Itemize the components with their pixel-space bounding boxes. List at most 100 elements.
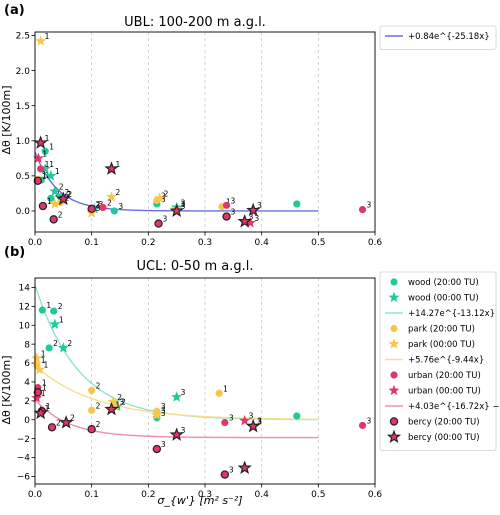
panel-a-point-label: 3 [99,200,104,209]
panel-b-point-label: 1 [46,402,51,411]
panel-b-point-label: 3 [161,409,166,418]
panel-a-data-point [56,191,71,206]
panel-b-point-label: 3 [161,406,166,415]
panel-a-data-point [39,163,51,174]
panel-a-data-point [358,205,367,214]
panel-a-point-label: 1 [45,32,50,41]
panel-a-data-point [99,203,107,212]
panel-b-point-label: 2 [96,381,101,390]
panel-a-label: (a) [4,3,25,18]
panel-a-point-label: 3 [257,201,262,210]
panel-a-data-point [154,192,166,203]
panel-a-xtick-label: 0.2 [141,238,155,248]
panel-b-data-point [59,415,74,429]
panel-b-data-point [220,470,230,479]
panel-b-data-point [237,460,252,474]
panel-b-series-0: 1 223 [38,301,301,422]
panel-a-xtick-label: 0.4 [255,238,270,248]
panel-b-data-point [31,392,43,403]
panel-b-ytick-label: −2 [17,435,30,445]
panel-a-data-point [33,176,43,185]
panel-b-point-label: 3 [257,416,262,425]
panel-a-series-7: 1 2 1 3 3 3 [33,134,262,228]
panel-b-legend-marker [386,429,402,444]
panel-b-data-point [169,427,184,441]
panel-a-data-point [32,152,44,163]
panel-b-data-point [239,414,251,426]
panel-b-data-point [45,344,53,352]
panel-b-legend-label: +14.27e^{-13.12x} [408,309,495,319]
panel-a-xtick-label: 0.3 [198,238,212,248]
panel-b-data-point [151,409,163,420]
panel-b-data-point [88,406,96,414]
panel-b-legend-label: bercy (00:00 TU) [408,433,480,443]
panel-b-ylabel: Δθ [K/100m] [0,356,13,425]
panel-b-ytick-label: 2 [24,397,30,407]
panel-b-point-label: 3 [257,417,262,426]
panel-b-xtick-label: 0.2 [141,490,155,500]
panel-b-ytick-label: −4 [17,454,31,464]
panel-a-data-point [33,135,48,149]
panel-a-legend-label: +0.84e^{-25.18x} [408,32,490,42]
panel-a-point-label: 3 [96,201,101,210]
panel-a-point-label: 1 [116,160,121,169]
panel-b-point-label: 2 [117,393,122,402]
panel-a-data-point [35,35,47,46]
panel-a-ytick-label: 1.0 [16,137,31,147]
panel-b-point-label: 1 [41,349,46,358]
panel-b-point-label: 3 [229,466,234,475]
panel-b-legend-label: +5.76e^{-9.44x} [408,356,484,366]
panel-b-point-label: 3 [229,414,234,423]
panel-a-point-label: 3 [231,208,236,217]
panel-b-legend-marker [390,278,398,286]
panel-b-point-label: 2 [121,398,126,407]
panel-a-data-point [45,170,57,181]
panel-a-ytick-label: 2.5 [16,32,30,42]
panel-a-axes-frame [34,31,376,233]
panel-a-data-point [37,165,45,173]
panel-b-legend-label: park (20:00 TU) [408,325,475,335]
panel-a-data-point [110,207,118,215]
panel-b-point-label: 3 [161,440,166,449]
panel-a-point-label: 2 [59,182,64,191]
panel-b-xtick-label: 0.4 [255,490,270,500]
panel-a-data-point [49,198,61,209]
panel-b-legend-marker [390,324,398,333]
panel-b-point-label: 1 [42,383,47,392]
panel-b-data-point [87,424,96,434]
panel-b-series-4: 1 3 3 [34,379,372,430]
panel-a-point-label: 3 [118,202,123,211]
panel-a-point-label: 2 [107,198,112,207]
panel-a-point-label: 1 [42,149,47,158]
panel-b-legend-marker [389,417,399,426]
panel-b-ytick-label: 0 [24,416,30,426]
panel-b-ytick-label: 4 [24,378,30,388]
panel-b-ytick-label: 6 [24,359,30,369]
panel-a-legend: +0.84e^{-25.18x} [379,25,497,50]
panel-a-point-label: 1 [45,134,50,143]
panel-b-point-label: 3 [119,398,124,407]
panel-a-data-point [41,147,49,155]
panel-a-data-point [106,191,117,202]
panel-b-xtick-label: 0.5 [311,490,325,500]
panel-b-ytick-label: 8 [24,340,30,350]
panel-a-point-label: 2 [116,188,121,197]
panel-b-data-point [49,318,61,329]
panel-b-data-point [171,391,183,402]
panel-a-point-label: 3 [367,201,372,210]
panel-a-data-point [38,201,48,211]
panel-a-data-point [47,194,55,202]
panel-b-data-point [50,307,58,315]
panel-a-plot-area: 0.0 0.1 0.2 0.3 0.4 0.5 0.6 0.0 0.5 1.0 1.5 2.0 2.5 1… [16,31,382,248]
panel-b-point-label: 2 [53,339,58,348]
panel-b-data-point [88,386,96,395]
panel-b-legend-label: urban (00:00 TU) [408,387,481,397]
panel-b-data-point [31,352,43,363]
panel-b-xtick-label: 0.0 [28,490,43,500]
panel-a-data-point [87,204,96,214]
panel-b-data-point [246,418,261,433]
panel-b-point-label: 1 [41,389,46,398]
